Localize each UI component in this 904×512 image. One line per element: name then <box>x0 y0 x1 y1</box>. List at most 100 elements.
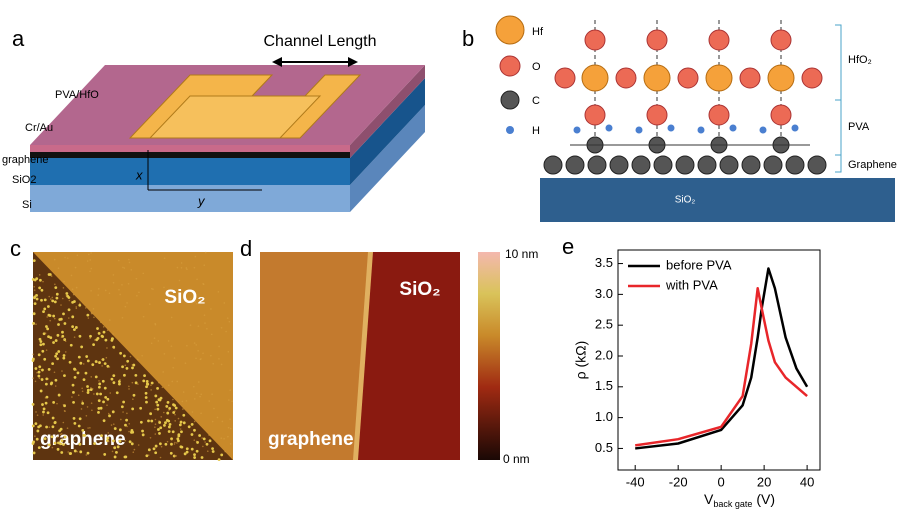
label: Cr/Au <box>25 122 53 134</box>
speckle <box>41 369 44 372</box>
speckle <box>113 348 115 350</box>
speckle <box>137 359 139 361</box>
speckle <box>168 340 170 342</box>
speckle <box>74 440 76 442</box>
speckle <box>142 380 145 383</box>
speckle <box>113 446 116 449</box>
speckle <box>86 385 89 388</box>
speckle <box>71 301 74 304</box>
speckle <box>182 408 184 410</box>
speckle <box>141 430 144 433</box>
atom <box>768 65 794 91</box>
speckle <box>169 423 172 426</box>
pva-layer <box>30 145 350 152</box>
speckle <box>55 385 57 387</box>
speckle <box>42 414 44 416</box>
speckle <box>155 423 157 425</box>
x-tick-label: 20 <box>757 474 771 489</box>
speckle <box>58 267 60 269</box>
atom <box>668 125 675 132</box>
speckle <box>199 396 201 398</box>
speckle <box>157 340 159 342</box>
speckle <box>157 428 160 431</box>
speckle <box>112 374 115 377</box>
speckle <box>52 341 55 344</box>
speckle <box>39 377 41 379</box>
speckle <box>195 358 197 360</box>
speckle <box>224 451 226 453</box>
speckle <box>155 419 157 421</box>
speckle <box>108 413 110 415</box>
speckle <box>113 282 115 284</box>
speckle <box>168 426 171 429</box>
speckle <box>154 408 156 410</box>
speckle <box>194 342 196 344</box>
atom <box>764 156 782 174</box>
label: Si <box>22 199 32 211</box>
speckle <box>166 412 169 415</box>
atom <box>786 156 804 174</box>
speckle <box>168 409 170 411</box>
speckle <box>60 451 63 454</box>
speckle <box>171 317 173 319</box>
speckle <box>121 284 123 286</box>
label: SiO₂ <box>675 195 696 206</box>
speckle <box>163 287 165 289</box>
speckle <box>36 430 39 433</box>
speckle <box>168 384 170 386</box>
speckle <box>52 401 55 404</box>
speckle <box>122 317 124 319</box>
colorbar-label: 10 nm <box>505 247 538 261</box>
speckle <box>204 322 206 324</box>
speckle <box>54 300 57 303</box>
speckle <box>170 452 173 455</box>
panel-d: d SiO₂ graphene 10 nm 0 nm <box>240 236 538 466</box>
speckle <box>118 289 120 291</box>
speckle <box>211 334 213 336</box>
si-layer <box>30 185 350 212</box>
speckle <box>79 335 82 338</box>
x-tick-label: -40 <box>626 474 645 489</box>
speckle <box>74 336 76 338</box>
speckle <box>103 331 106 334</box>
speckle <box>171 439 173 441</box>
y-tick-label: 0.5 <box>595 440 613 455</box>
atom <box>501 91 519 109</box>
speckle <box>115 451 118 454</box>
speckle <box>79 450 82 453</box>
speckle <box>142 273 144 275</box>
speckle <box>157 408 160 411</box>
speckle <box>163 424 166 427</box>
speckle <box>131 429 134 432</box>
speckle <box>45 426 48 429</box>
speckle <box>185 362 187 364</box>
speckle <box>39 279 42 282</box>
atom <box>709 30 729 50</box>
speckle <box>55 339 58 342</box>
speckle <box>119 379 121 381</box>
speckle <box>170 443 173 446</box>
speckle <box>137 383 139 385</box>
speckle <box>203 264 205 266</box>
speckle <box>90 290 92 292</box>
speckle <box>42 310 45 313</box>
speckle <box>151 382 154 385</box>
speckle <box>76 451 78 453</box>
speckle <box>72 384 75 387</box>
speckle <box>158 398 161 401</box>
speckle <box>93 317 95 319</box>
speckle <box>32 424 35 427</box>
speckle <box>126 426 128 428</box>
speckle <box>47 378 49 380</box>
speckle <box>164 443 167 446</box>
atom <box>588 156 606 174</box>
speckle <box>174 443 176 445</box>
speckle <box>72 401 75 404</box>
speckle <box>128 386 130 388</box>
atom <box>730 125 737 132</box>
speckle <box>93 308 95 310</box>
speckle <box>194 421 196 423</box>
speckle <box>186 447 189 450</box>
speckle <box>91 409 93 411</box>
speckle <box>45 325 48 328</box>
